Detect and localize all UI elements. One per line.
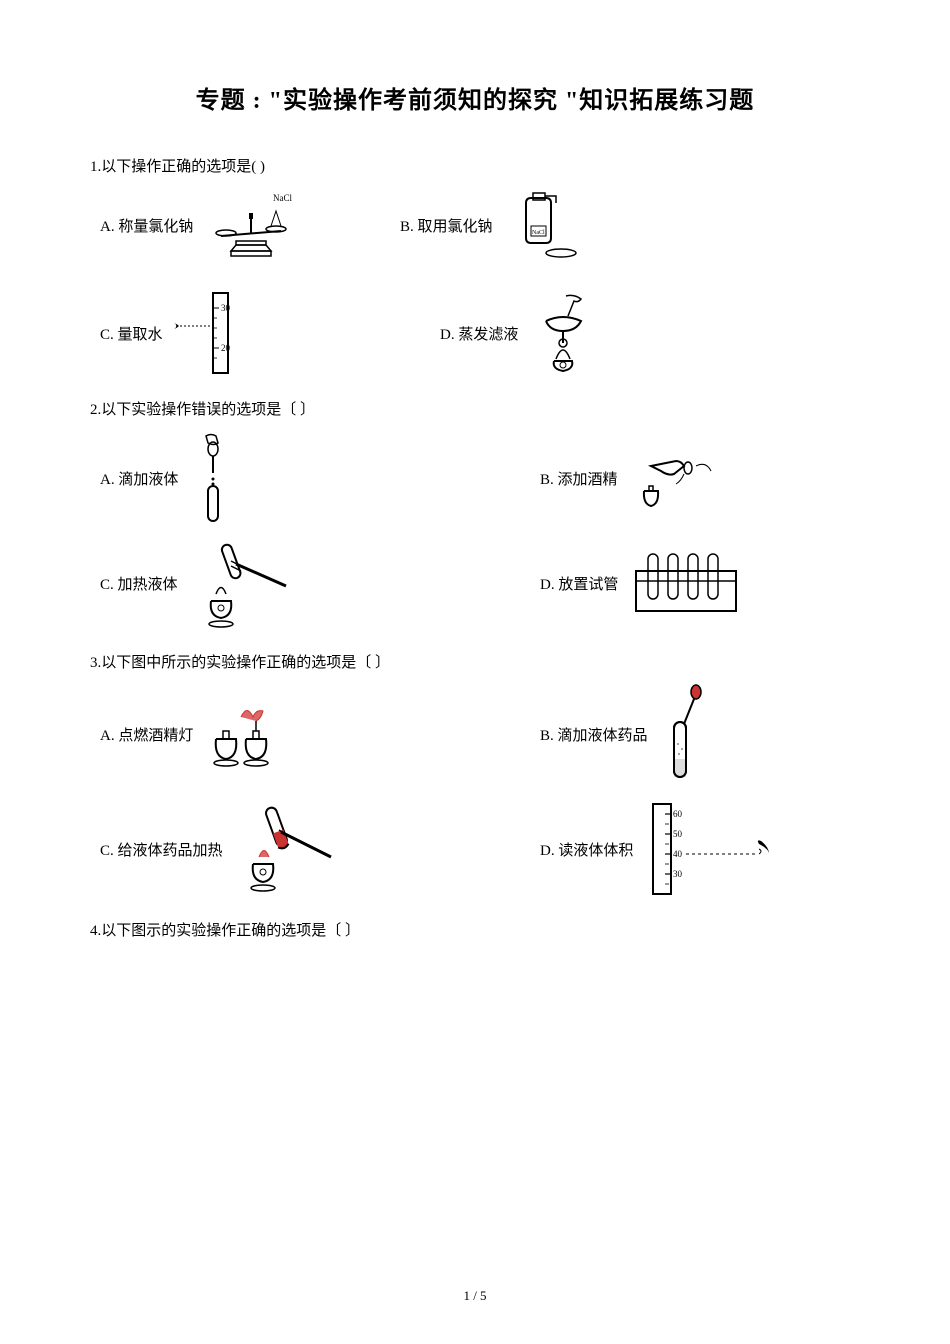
q2-row1: A. 滴加液体 B. 添加酒精 [90, 431, 880, 526]
q3-b-label: B. 滴加液体药品 [540, 724, 648, 745]
q3-option-a: A. 点燃酒精灯 [100, 699, 540, 769]
mark-20: 20 [221, 343, 231, 353]
q3-num: 3. [90, 655, 101, 671]
q3-b-desc: 滴加液体药品 [558, 728, 648, 744]
q2-option-d: D. 放置试管 [540, 546, 880, 621]
question-3-text: 3.以下图中所示的实验操作正确的选项是〔 〕 [90, 651, 880, 672]
question-2-text: 2.以下实验操作错误的选项是〔 〕 [90, 398, 880, 419]
q2-c-desc: 加热液体 [118, 577, 178, 593]
mark-30b: 30 [673, 869, 683, 879]
q3-option-d: D. 读液体体积 60 50 40 30 [540, 799, 880, 899]
q1-c-desc: 量取水 [118, 327, 163, 343]
q3-text: 以下图中所示的实验操作正确的选项是〔 〕 [101, 655, 390, 671]
light-lamp-icon [201, 699, 286, 769]
heat-liquid-clamp-icon [186, 536, 296, 631]
q3-a-letter: A. [100, 728, 115, 744]
heat-liquid-red-icon [231, 802, 341, 897]
question-4: 4.以下图示的实验操作正确的选项是〔 〕 [70, 919, 880, 940]
q2-row2: C. 加热液体 D. 放置试管 [90, 536, 880, 631]
question-3: 3.以下图中所示的实验操作正确的选项是〔 〕 A. 点燃酒精灯 B. 滴加液体药… [70, 651, 880, 899]
q2-d-label: D. 放置试管 [540, 573, 618, 594]
q3-b-letter: B. [540, 728, 554, 744]
page-number: 1 / 5 [463, 1288, 486, 1303]
q2-num: 2. [90, 402, 101, 418]
q1-option-b: B. 取用氯化钠 NaCl [400, 188, 880, 263]
q2-option-b: B. 添加酒精 [540, 446, 880, 511]
q1-d-letter: D. [440, 327, 455, 343]
q1-a-letter: A. [100, 219, 115, 235]
q2-b-desc: 添加酒精 [558, 472, 618, 488]
balance-nacl-icon: NaCl [201, 191, 301, 261]
mark-30: 30 [221, 303, 231, 313]
q1-b-letter: B. [400, 219, 414, 235]
q2-c-label: C. 加热液体 [100, 573, 178, 594]
q2-option-a: A. 滴加液体 [100, 431, 540, 526]
q2-a-label: A. 滴加液体 [100, 468, 178, 489]
q3-c-letter: C. [100, 843, 114, 859]
q3-c-label: C. 给液体药品加热 [100, 839, 223, 860]
q2-d-desc: 放置试管 [558, 577, 618, 593]
q3-d-letter: D. [540, 843, 555, 859]
question-1: 1.以下操作正确的选项是( ) A. 称量氯化钠 NaCl [70, 155, 880, 378]
q1-a-label: A. 称量氯化钠 [100, 215, 193, 236]
cylinder-30-20-icon: 30 20 [171, 288, 241, 378]
q2-b-letter: B. [540, 472, 554, 488]
question-1-text: 1.以下操作正确的选项是( ) [90, 155, 880, 176]
q1-d-desc: 蒸发滤液 [458, 327, 518, 343]
dropper-tube-icon [186, 431, 241, 526]
q2-d-letter: D. [540, 577, 555, 593]
q3-a-desc: 点燃酒精灯 [118, 728, 193, 744]
q2-text: 以下实验操作错误的选项是〔 〕 [101, 402, 315, 418]
q4-num: 4. [90, 923, 101, 939]
q1-text: 以下操作正确的选项是( ) [101, 159, 265, 175]
q2-a-desc: 滴加液体 [118, 472, 178, 488]
q1-option-d: D. 蒸发滤液 [440, 291, 880, 376]
question-2: 2.以下实验操作错误的选项是〔 〕 A. 滴加液体 B. 添加酒精 [70, 398, 880, 631]
q1-row1: A. 称量氯化钠 NaCl B. 取用氯化钠 [90, 188, 880, 263]
q1-num: 1. [90, 159, 101, 175]
q1-d-label: D. 蒸发滤液 [440, 323, 518, 344]
q1-c-label: C. 量取水 [100, 323, 163, 344]
page-title: 专题 : "实验操作考前须知的探究 "知识拓展练习题 [70, 80, 880, 115]
q3-option-c: C. 给液体药品加热 [100, 802, 540, 897]
mark-60: 60 [673, 809, 683, 819]
q3-option-b: B. 滴加液体药品 [540, 684, 880, 784]
q2-option-c: C. 加热液体 [100, 536, 540, 631]
q1-option-c: C. 量取水 30 20 [100, 288, 440, 378]
q2-c-letter: C. [100, 577, 114, 593]
pour-nacl-icon: NaCl [501, 188, 581, 263]
title-text: 专题 : "实验操作考前须知的探究 "知识拓展练习题 [196, 88, 755, 114]
q1-b-label: B. 取用氯化钠 [400, 215, 493, 236]
q3-d-desc: 读液体体积 [558, 843, 633, 859]
tube-rack-icon [626, 546, 746, 621]
question-4-text: 4.以下图示的实验操作正确的选项是〔 〕 [90, 919, 880, 940]
q1-row2: C. 量取水 30 20 D. 蒸发滤液 [90, 288, 880, 378]
q2-b-label: B. 添加酒精 [540, 468, 618, 489]
dropper-angled-icon [656, 684, 711, 784]
q3-row2: C. 给液体药品加热 D. 读液体体积 [90, 799, 880, 899]
q1-b-desc: 取用氯化钠 [418, 219, 493, 235]
cylinder-eye-icon: 60 50 40 30 [641, 799, 781, 899]
bottle-nacl-label: NaCl [532, 230, 545, 236]
mark-40: 40 [673, 849, 683, 859]
evaporate-hand-icon [526, 291, 601, 376]
nacl-label: NaCl [273, 193, 292, 203]
mark-50: 50 [673, 829, 683, 839]
q3-a-label: A. 点燃酒精灯 [100, 724, 193, 745]
q3-c-desc: 给液体药品加热 [118, 843, 223, 859]
page-footer: 1 / 5 [0, 1288, 950, 1304]
q4-text: 以下图示的实验操作正确的选项是〔 〕 [101, 923, 360, 939]
q2-a-letter: A. [100, 472, 115, 488]
q1-option-a: A. 称量氯化钠 NaCl [100, 191, 400, 261]
q1-a-desc: 称量氯化钠 [118, 219, 193, 235]
q1-c-letter: C. [100, 327, 114, 343]
q3-d-label: D. 读液体体积 [540, 839, 633, 860]
add-alcohol-icon [626, 446, 721, 511]
q3-row1: A. 点燃酒精灯 B. 滴加液体药品 [90, 684, 880, 784]
